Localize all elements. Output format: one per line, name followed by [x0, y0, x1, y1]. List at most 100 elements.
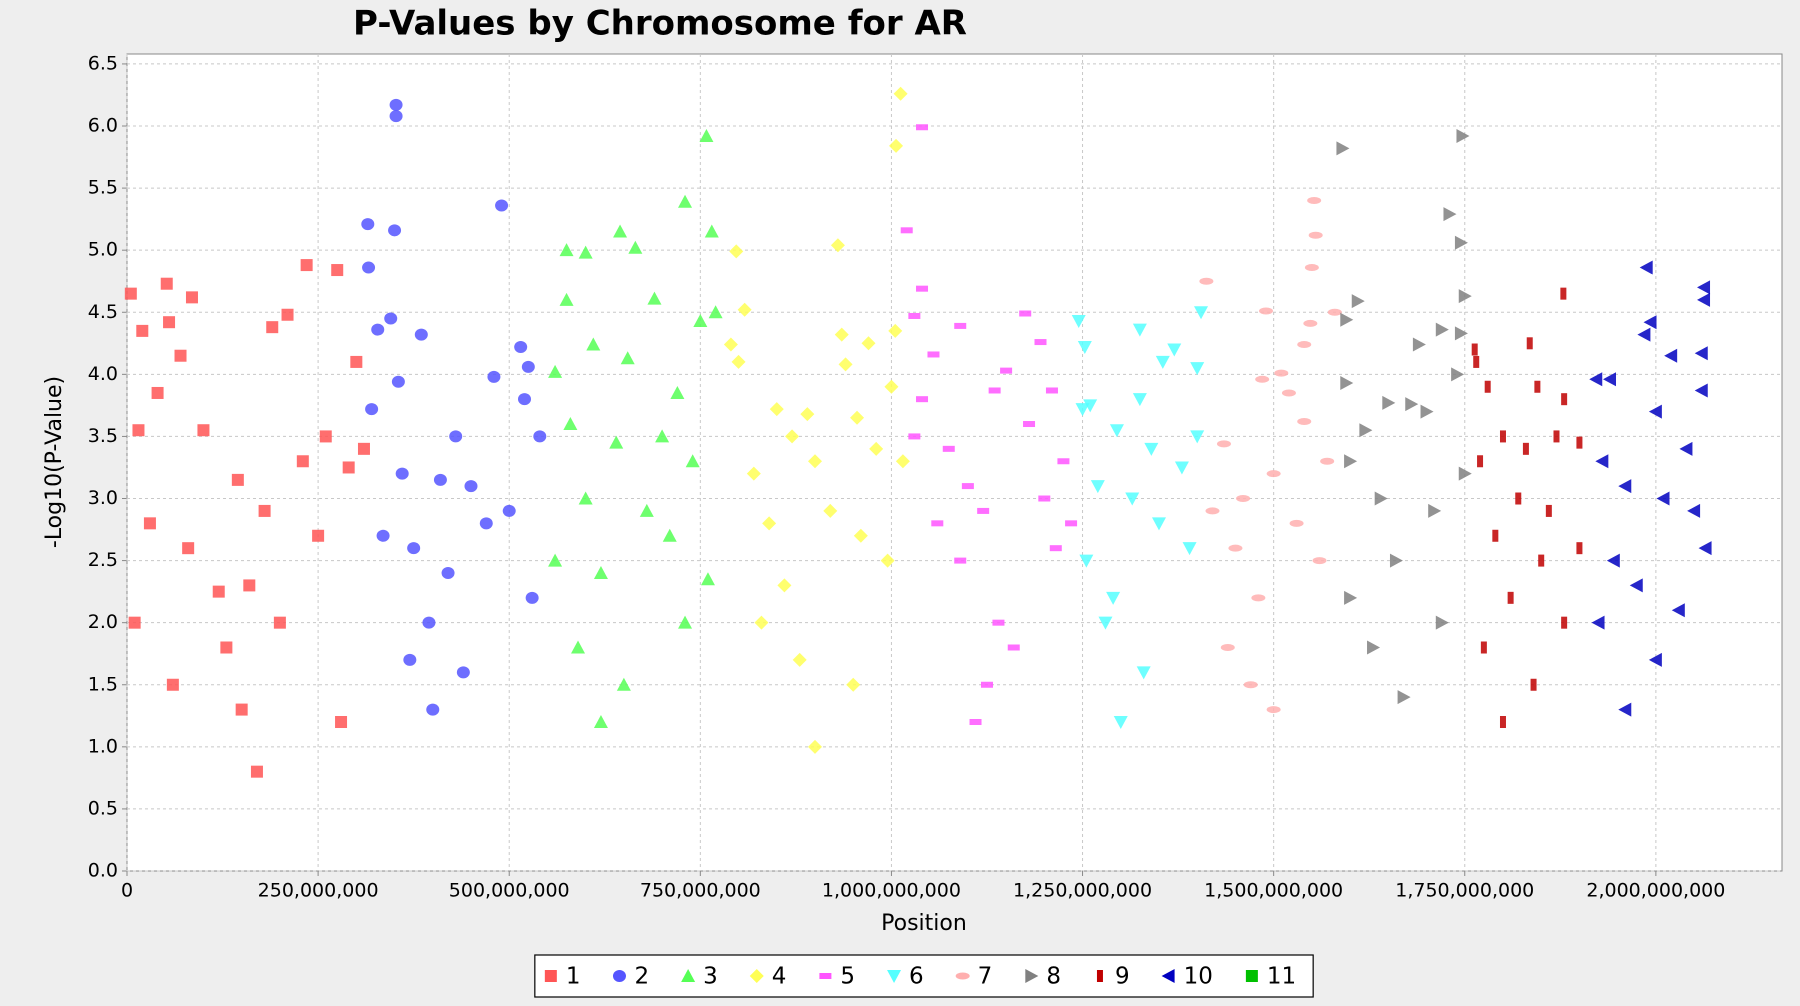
point — [456, 666, 470, 679]
legend-label: 1 — [566, 964, 581, 990]
point — [647, 291, 662, 305]
point — [495, 199, 509, 212]
point — [1113, 716, 1128, 730]
point — [1266, 706, 1281, 714]
point — [1576, 542, 1583, 555]
point — [1023, 421, 1036, 428]
point — [729, 244, 744, 259]
point — [616, 677, 631, 691]
point — [128, 616, 141, 629]
point — [414, 328, 428, 341]
legend-label: 9 — [1115, 964, 1130, 990]
point — [395, 467, 409, 480]
point — [1303, 319, 1318, 327]
point — [266, 321, 279, 334]
point — [235, 703, 248, 716]
y-tick-label: 6.5 — [88, 52, 118, 74]
point — [391, 375, 405, 388]
legend-label: 3 — [703, 964, 718, 990]
point — [578, 245, 593, 259]
point — [479, 517, 493, 530]
point — [371, 323, 385, 336]
point — [441, 567, 455, 580]
point — [296, 455, 309, 468]
point — [300, 259, 313, 272]
point — [124, 287, 137, 300]
point — [1266, 470, 1281, 478]
point — [1259, 307, 1274, 315]
point — [1019, 310, 1032, 317]
y-tick-label: 5.5 — [88, 177, 118, 199]
legend-marker — [819, 973, 832, 979]
chart-title: P-Values by Chromosome for AR — [353, 4, 967, 44]
point — [723, 337, 738, 352]
y-tick-label: 4.5 — [88, 301, 118, 323]
point — [578, 491, 593, 505]
plot-area — [126, 53, 1783, 872]
point — [231, 473, 244, 486]
y-tick-label: 0.5 — [88, 797, 118, 819]
point — [281, 308, 294, 321]
x-tick-label: 500,000,000 — [449, 880, 570, 902]
point — [1629, 578, 1643, 593]
point — [1694, 346, 1708, 361]
point — [1515, 492, 1522, 505]
point — [1307, 197, 1322, 205]
point — [1458, 466, 1472, 481]
legend-label: 8 — [1046, 964, 1061, 990]
point — [533, 430, 547, 443]
point — [1136, 666, 1151, 680]
point — [1698, 541, 1712, 556]
point — [1077, 341, 1092, 355]
point — [884, 379, 899, 394]
x-tick-label: 0 — [121, 880, 133, 902]
point — [846, 677, 861, 692]
point — [1428, 503, 1442, 518]
point — [1637, 327, 1651, 342]
point — [559, 292, 574, 306]
point — [900, 227, 913, 234]
point — [746, 466, 761, 481]
point — [693, 313, 708, 327]
point — [838, 357, 853, 372]
point — [1344, 454, 1358, 469]
point — [1435, 322, 1449, 337]
legend-item: 9 — [1096, 964, 1130, 990]
point — [1538, 554, 1545, 567]
point — [961, 483, 974, 490]
legend-item: 4 — [749, 964, 786, 990]
point — [807, 739, 822, 754]
point — [954, 322, 967, 329]
point — [361, 218, 375, 231]
y-tick-label: 1.0 — [88, 735, 118, 757]
point — [163, 316, 176, 329]
point — [258, 504, 271, 517]
point — [1071, 314, 1086, 328]
point — [1473, 355, 1480, 368]
legend-label: 2 — [634, 964, 649, 990]
legend-marker — [1025, 969, 1039, 983]
point — [365, 403, 379, 416]
point — [754, 615, 769, 630]
point — [700, 572, 715, 586]
legend-label: 6 — [909, 964, 924, 990]
point — [685, 454, 700, 468]
point — [548, 364, 563, 378]
point — [586, 337, 601, 351]
point — [869, 441, 884, 456]
point — [319, 430, 332, 443]
legend-marker — [887, 970, 902, 983]
point — [571, 640, 586, 654]
point — [1090, 480, 1105, 494]
point — [1251, 594, 1266, 602]
x-tick-label: 1,000,000,000 — [822, 880, 961, 902]
point — [639, 503, 654, 517]
point — [1454, 326, 1468, 341]
point — [628, 240, 643, 254]
point — [889, 138, 904, 153]
point — [1480, 641, 1487, 654]
point — [850, 410, 865, 425]
y-tick-label: 2.0 — [88, 611, 118, 633]
point — [1561, 616, 1568, 629]
point — [1576, 436, 1583, 449]
